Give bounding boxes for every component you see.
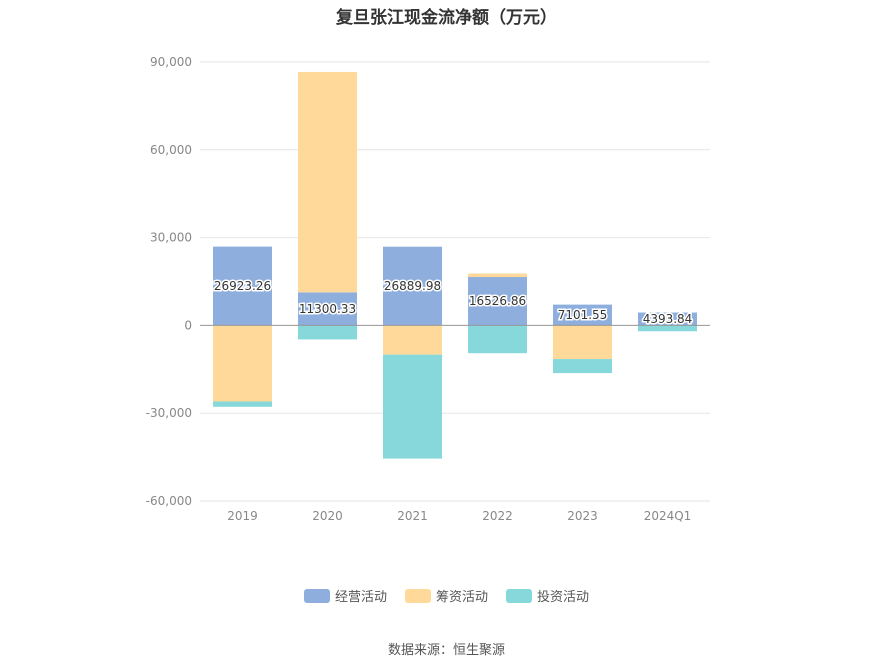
bar	[383, 246, 442, 326]
x-tick-label: 2023	[567, 509, 598, 523]
y-tick-label: 60,000	[150, 143, 192, 157]
bar	[468, 273, 527, 278]
y-tick-label: 30,000	[150, 231, 192, 245]
legend-item[interactable]: 筹资活动	[404, 586, 488, 605]
x-tick-label: 2019	[227, 509, 258, 523]
x-tick-label: 2020	[312, 509, 343, 523]
bar	[468, 325, 527, 354]
bar	[468, 277, 527, 326]
data-label: 11300.33	[299, 302, 356, 316]
bar	[298, 325, 357, 340]
legend-swatch	[303, 588, 330, 603]
stacked-bar-chart: 90,000 60,000 30,000 0 -30,000 -60,000 2019 202…	[146, 55, 710, 523]
data-label: 7101.55	[558, 308, 608, 322]
y-tick-label: -60,000	[146, 494, 192, 508]
bar	[383, 354, 442, 459]
data-source: 数据来源：恒生聚源	[387, 643, 505, 658]
legend-swatch	[506, 588, 532, 603]
y-tick-label: 0	[184, 318, 192, 332]
data-label: 26889.98	[384, 279, 441, 293]
data-label: 4393.84	[643, 312, 693, 326]
bar	[638, 312, 697, 326]
bar	[213, 246, 272, 326]
bar	[553, 304, 612, 326]
legend-label: 经营活动	[334, 590, 387, 605]
x-tick-label: 2021	[397, 509, 428, 523]
bar	[553, 325, 612, 360]
x-tick-label: 2024Q1	[644, 509, 692, 523]
data-label: 16526.86	[469, 294, 526, 308]
bar	[213, 325, 272, 402]
legend-item[interactable]: 投资活动	[506, 586, 589, 605]
x-tick-label: 2022	[482, 509, 513, 523]
bar	[298, 71, 357, 293]
data-label: 26923.26	[214, 279, 271, 293]
bar	[638, 325, 697, 332]
bar	[383, 325, 442, 355]
legend-label: 筹资活动	[435, 590, 488, 605]
bar	[213, 401, 272, 407]
legend-swatch	[404, 588, 431, 603]
legend-label: 投资活动	[537, 590, 590, 605]
legend-item[interactable]: 经营活动	[303, 586, 387, 605]
y-tick-label: 90,000	[150, 55, 192, 69]
legend: 经营活动 筹资活动 投资活动	[0, 586, 893, 605]
chart-title: 复旦张江现金流净额（万元）	[336, 8, 557, 28]
bar	[298, 292, 357, 326]
y-tick-label: -30,000	[146, 406, 192, 420]
bar	[553, 359, 612, 374]
